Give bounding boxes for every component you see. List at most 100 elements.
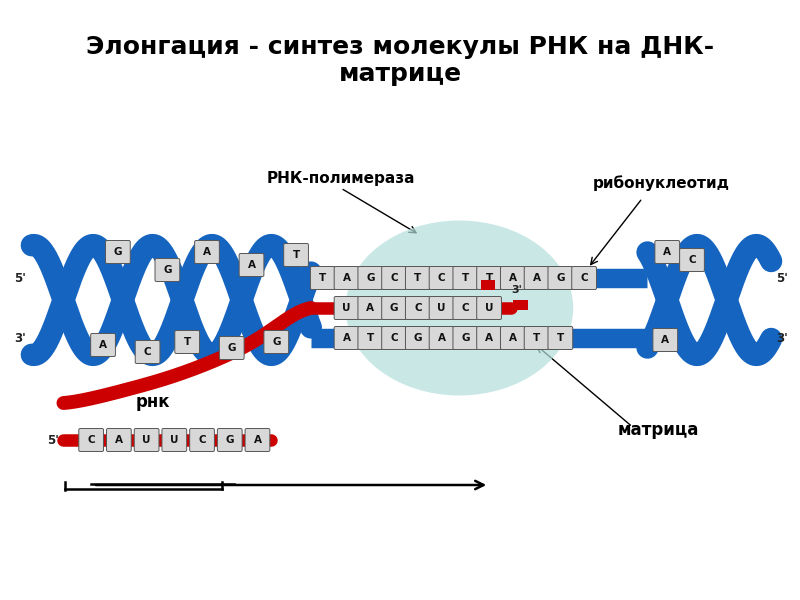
FancyBboxPatch shape [501, 326, 526, 349]
Text: A: A [342, 333, 350, 343]
Text: G: G [163, 265, 172, 275]
FancyBboxPatch shape [548, 266, 573, 289]
Text: T: T [414, 273, 422, 283]
Text: G: G [227, 343, 236, 353]
Text: G: G [414, 333, 422, 343]
FancyBboxPatch shape [155, 259, 180, 281]
Text: 5': 5' [46, 433, 58, 446]
FancyBboxPatch shape [194, 241, 219, 263]
FancyBboxPatch shape [358, 326, 382, 349]
Text: рнк: рнк [135, 393, 170, 411]
FancyBboxPatch shape [572, 266, 597, 289]
FancyBboxPatch shape [358, 296, 382, 319]
Text: U: U [342, 303, 350, 313]
FancyBboxPatch shape [453, 326, 478, 349]
Text: C: C [462, 303, 469, 313]
Text: A: A [203, 247, 211, 257]
Text: C: C [580, 273, 588, 283]
FancyBboxPatch shape [78, 428, 103, 451]
Text: 5': 5' [776, 271, 788, 284]
FancyBboxPatch shape [106, 241, 130, 263]
FancyBboxPatch shape [239, 253, 264, 277]
Text: T: T [183, 337, 191, 347]
Text: 5': 5' [14, 271, 26, 284]
FancyBboxPatch shape [358, 266, 382, 289]
Text: C: C [198, 435, 206, 445]
FancyBboxPatch shape [245, 428, 270, 451]
Bar [513, 300, 528, 310]
Ellipse shape [346, 220, 574, 395]
FancyBboxPatch shape [406, 326, 430, 349]
FancyBboxPatch shape [310, 266, 335, 289]
FancyBboxPatch shape [524, 326, 549, 349]
Text: G: G [556, 273, 565, 283]
Text: G: G [272, 337, 281, 347]
FancyBboxPatch shape [334, 296, 359, 319]
Text: U: U [485, 303, 494, 313]
FancyBboxPatch shape [477, 266, 502, 289]
Text: A: A [438, 333, 446, 343]
FancyBboxPatch shape [334, 326, 359, 349]
Text: 3': 3' [14, 331, 26, 344]
Text: рибонуклеотид: рибонуклеотид [593, 175, 730, 191]
Text: A: A [533, 273, 541, 283]
Text: Элонгация - синтез молекулы РНК на ДНК-: Элонгация - синтез молекулы РНК на ДНК- [86, 35, 714, 59]
Text: A: A [509, 273, 517, 283]
Text: матрица: матрица [618, 421, 699, 439]
FancyBboxPatch shape [430, 326, 454, 349]
Text: U: U [142, 435, 151, 445]
FancyBboxPatch shape [477, 296, 502, 319]
Text: U: U [170, 435, 178, 445]
Text: A: A [254, 435, 262, 445]
FancyBboxPatch shape [162, 428, 186, 451]
Text: A: A [247, 260, 255, 270]
Text: C: C [87, 435, 95, 445]
Text: A: A [366, 303, 374, 313]
FancyBboxPatch shape [382, 326, 406, 349]
Text: C: C [438, 273, 446, 283]
Text: C: C [144, 347, 151, 357]
FancyBboxPatch shape [264, 331, 289, 353]
Text: C: C [414, 303, 422, 313]
FancyBboxPatch shape [219, 337, 244, 359]
Text: G: G [114, 247, 122, 257]
Text: G: G [390, 303, 398, 313]
FancyBboxPatch shape [406, 266, 430, 289]
FancyBboxPatch shape [382, 296, 406, 319]
FancyBboxPatch shape [430, 296, 454, 319]
Bar [481, 280, 495, 290]
Text: A: A [663, 247, 671, 257]
Text: A: A [342, 273, 350, 283]
Text: T: T [486, 273, 493, 283]
Text: C: C [390, 333, 398, 343]
Text: 3': 3' [511, 285, 522, 295]
FancyBboxPatch shape [430, 266, 454, 289]
Text: T: T [319, 273, 326, 283]
FancyBboxPatch shape [524, 266, 549, 289]
Text: A: A [509, 333, 517, 343]
FancyBboxPatch shape [453, 266, 478, 289]
FancyBboxPatch shape [680, 248, 704, 271]
FancyBboxPatch shape [106, 428, 131, 451]
Text: T: T [462, 273, 469, 283]
FancyBboxPatch shape [382, 266, 406, 289]
FancyBboxPatch shape [501, 266, 526, 289]
Text: T: T [293, 250, 300, 260]
FancyBboxPatch shape [190, 428, 214, 451]
FancyBboxPatch shape [218, 428, 242, 451]
Text: T: T [366, 333, 374, 343]
FancyBboxPatch shape [284, 244, 309, 266]
Text: 3': 3' [776, 331, 788, 344]
Text: G: G [461, 333, 470, 343]
FancyBboxPatch shape [655, 241, 680, 263]
FancyBboxPatch shape [135, 340, 160, 364]
FancyBboxPatch shape [453, 296, 478, 319]
Text: матрице: матрице [338, 62, 462, 86]
FancyBboxPatch shape [653, 329, 678, 352]
Text: C: C [390, 273, 398, 283]
Text: A: A [99, 340, 107, 350]
FancyBboxPatch shape [477, 326, 502, 349]
Text: T: T [533, 333, 540, 343]
FancyBboxPatch shape [406, 296, 430, 319]
Text: A: A [115, 435, 123, 445]
